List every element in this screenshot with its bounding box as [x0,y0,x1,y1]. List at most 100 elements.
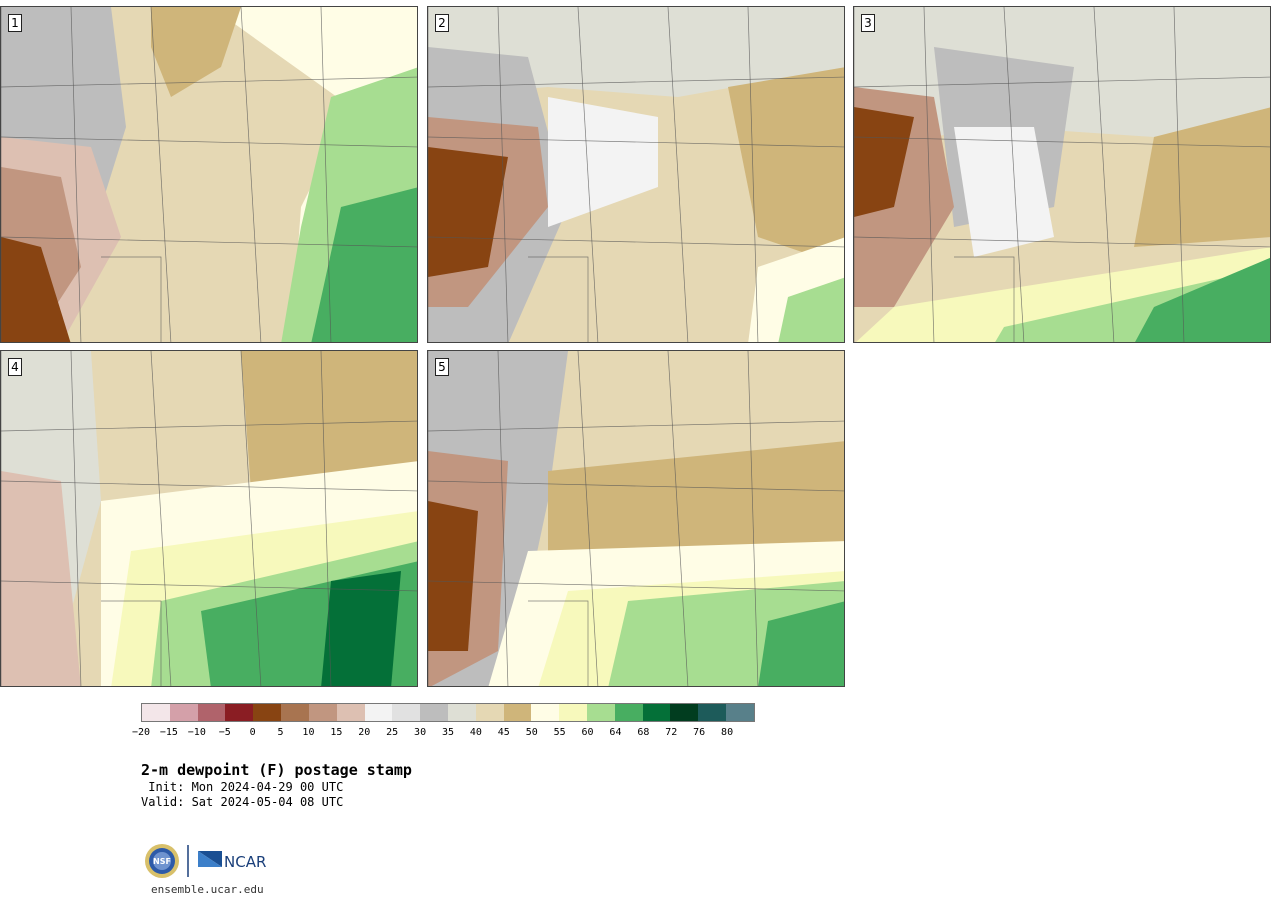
postage-stamp-panel-2: 2 [427,6,845,343]
state-border [528,256,589,342]
dewpoint-region [1134,107,1270,247]
colorbar-tick-label: 25 [386,727,399,738]
colorbar-tick-label: 35 [441,727,455,738]
svg-text:NCAR: NCAR [224,853,266,871]
colorbar-tick-label: −15 [159,727,178,738]
nsf-ncar-logo: NSF NCAR [145,844,266,878]
state-border [428,580,844,592]
dewpoint-region [954,127,1054,257]
colorbar-tick-label: 76 [693,727,706,738]
colorbar-tick-labels: −20 −15 −10 −5 0 5 10 15 20 25 30 35 40 45 50 55 60 64 68 7… [132,727,755,741]
colorbar-swatch [698,704,727,721]
colorbar-swatch [447,704,476,721]
state-border [428,236,844,248]
panel-number-label: 5 [435,358,449,376]
site-url: ensemble.ucar.edu [151,883,264,896]
state-border [1,420,417,432]
colorbar-swatch [559,704,587,721]
state-border [428,480,844,492]
dewpoint-region [1,471,81,686]
dewpoint-region [241,351,417,501]
colorbar-tick-label: 45 [497,727,510,738]
state-border [428,136,844,148]
colorbar-tick-label: 64 [609,727,622,738]
colorbar-swatch [420,704,448,721]
colorbar-tick-label: 72 [665,727,678,738]
state-border [528,600,589,686]
colorbar-swatch [197,704,226,721]
state-border [954,256,1015,342]
panel-number-label: 2 [435,14,449,32]
colorbar-swatch [726,704,754,721]
figure-title: 2-m dewpoint (F) postage stamp [141,761,412,779]
dewpoint-colorbar [141,703,755,722]
dewpoint-region [548,97,658,227]
panel-number-label: 3 [861,14,875,32]
colorbar-swatch [392,704,421,721]
colorbar-tick-label: 0 [249,727,256,738]
colorbar-swatch [225,704,254,721]
dewpoint-region [428,147,508,277]
colorbar-tick-label: 15 [330,727,343,738]
colorbar-swatch [587,704,615,721]
dewpoint-region [428,501,478,651]
dewpoint-region [311,187,417,342]
state-border [240,351,262,686]
colorbar-tick-label: 50 [525,727,538,738]
colorbar-tick-label: −20 [131,727,151,738]
state-border [497,7,509,342]
panel-number-label: 4 [8,358,22,376]
state-border [320,351,332,686]
state-border [70,351,82,686]
colorbar-swatch [670,704,699,721]
state-border [70,7,82,342]
state-border [1,76,417,88]
colorbar-swatch [475,704,504,721]
colorbar-tick-label: 10 [302,727,315,738]
state-border [747,351,759,686]
colorbar-tick-label: 80 [721,727,734,738]
state-border [667,351,689,686]
colorbar-tick-label: 60 [581,727,594,738]
panel-number-label: 1 [8,14,22,32]
colorbar-tick-label: 30 [414,727,427,738]
dewpoint-region [778,277,844,342]
state-border [577,351,599,686]
colorbar-swatch [142,704,170,721]
state-border [577,7,599,342]
colorbar-swatch [308,704,337,721]
colorbar-swatch [336,704,365,721]
dewpoint-region [151,7,241,97]
colorbar-tick-label: −10 [187,727,206,738]
colorbar-swatch [614,704,643,721]
state-border [923,7,935,342]
postage-stamp-panel-4: 4 [0,350,418,687]
state-border [1003,7,1025,342]
colorbar-tick-label: −5 [218,727,231,738]
colorbar-tick-label: 55 [553,727,566,738]
state-border [101,256,162,342]
state-border [497,351,509,686]
state-border [1,136,417,148]
colorbar-swatch [642,704,671,721]
nsf-seal-icon: NSF [145,844,179,878]
init-time: Init: Mon 2024-04-29 00 UTC [141,780,344,794]
dewpoint-region [321,571,401,686]
state-border [667,7,689,342]
state-border [1,580,417,592]
postage-stamp-panel-3: 3 [853,6,1271,343]
dewpoint-region [1135,257,1270,342]
state-border [1173,7,1185,342]
colorbar-swatch [503,704,532,721]
ncar-logo-icon: NCAR [198,851,266,871]
state-border [428,420,844,432]
colorbar-tick-label: 40 [469,727,482,738]
postage-stamp-panel-1: 1 [0,6,418,343]
dewpoint-map [1,7,417,342]
dewpoint-region [854,107,914,217]
state-border [747,7,759,342]
state-border [1,236,417,248]
state-border [101,600,162,686]
state-border [320,7,332,342]
colorbar-tick-label: 5 [277,727,284,738]
